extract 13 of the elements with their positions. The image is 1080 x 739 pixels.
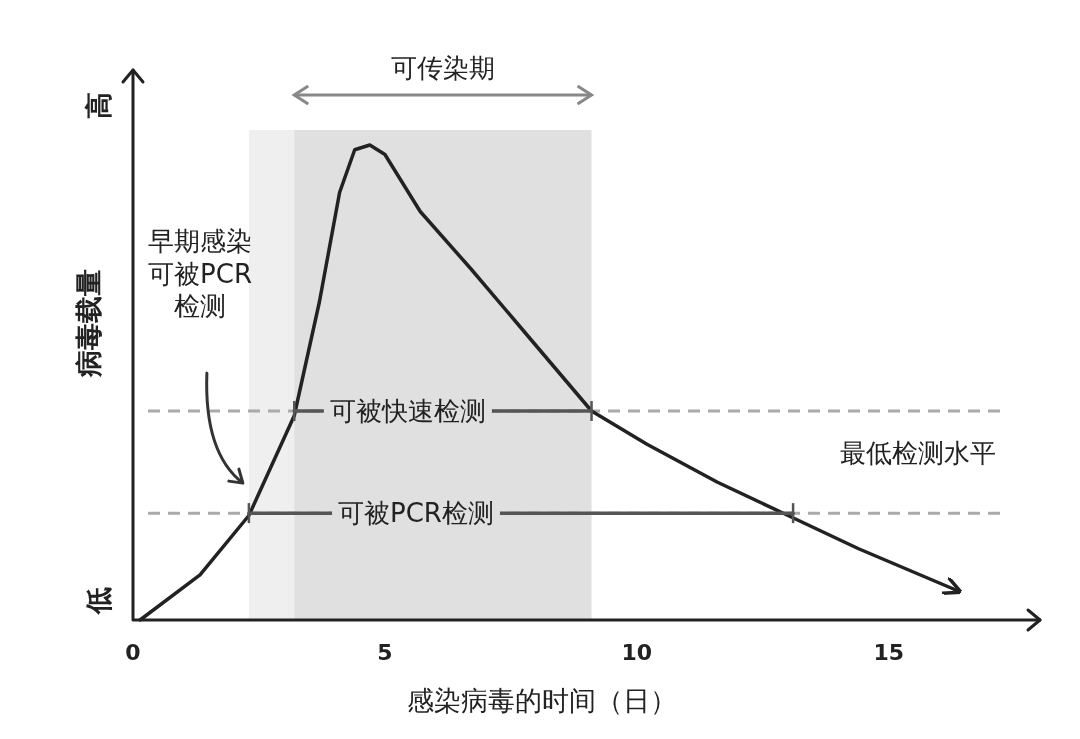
y-axis-title: 病毒载量 — [73, 268, 104, 378]
annotation: 最低检测水平 — [840, 438, 996, 468]
text: 低 — [82, 586, 114, 615]
text: 高 — [82, 91, 114, 119]
annotation: 可被快速检测 — [329, 396, 486, 426]
x-tick-label: 15 — [873, 640, 905, 665]
annotation: 可被PCR检测 — [338, 498, 494, 529]
band-label: 可传染期 — [390, 53, 495, 83]
x-tick-label: 10 — [621, 640, 653, 665]
x-tick-label: 5 — [377, 640, 393, 665]
annotation: 早期感染可被PCR检测 — [148, 226, 252, 321]
x-axis-title: 感染病毒的时间（日） — [406, 685, 677, 716]
x-tick-label: 0 — [125, 640, 141, 665]
